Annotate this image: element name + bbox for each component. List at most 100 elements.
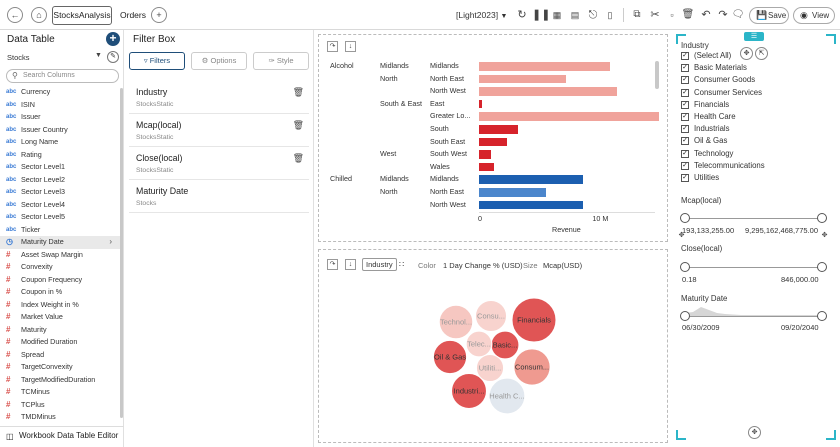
color-field[interactable]: 1 Day Change % (USD) <box>443 261 523 270</box>
maturity-slider-track[interactable] <box>685 316 822 317</box>
bar[interactable] <box>479 87 618 96</box>
industry-option[interactable]: ✓ Utilities <box>681 172 719 184</box>
checkbox-checked-icon[interactable]: ✓ <box>681 125 689 134</box>
column-item[interactable]: abc Ticker <box>0 224 121 237</box>
close-slider-track[interactable] <box>685 267 822 268</box>
close-min-handle[interactable] <box>680 262 690 272</box>
resize-bottom-icon[interactable]: ✥ <box>748 426 761 439</box>
industry-option[interactable]: ✓ Technology <box>681 148 733 160</box>
resize-handle-icon[interactable]: ⇱ <box>755 47 768 60</box>
bar[interactable] <box>479 188 546 197</box>
undo-icon[interactable]: ↶ <box>701 9 711 21</box>
sort-icon[interactable]: ↓ <box>345 259 356 270</box>
column-item[interactable]: # Modified Duration <box>0 336 121 349</box>
column-item[interactable]: # TargetConvexity <box>0 361 121 374</box>
chevron-down-icon[interactable]: ▼ <box>95 52 102 59</box>
column-item[interactable]: ◷ Maturity Date › <box>0 236 121 249</box>
trash-icon[interactable]: 🗑 <box>292 87 304 97</box>
size-field[interactable]: Mcap(USD) <box>543 261 583 270</box>
checkbox-checked-icon[interactable]: ✓ <box>681 76 689 85</box>
checkbox-checked-icon[interactable]: ✓ <box>681 88 689 97</box>
tab-style[interactable]: ✑ Style <box>253 52 309 70</box>
redo-icon[interactable]: ↷ <box>718 9 728 21</box>
paste-icon[interactable]: ▫ <box>670 10 674 20</box>
bubble[interactable] <box>475 353 505 383</box>
data-source-select[interactable]: Stocks <box>7 53 30 62</box>
checkbox-checked-icon[interactable]: ✓ <box>681 113 689 121</box>
bar[interactable] <box>479 175 584 184</box>
checkbox-checked-icon[interactable]: ✓ <box>681 137 689 146</box>
bubble[interactable] <box>451 373 487 409</box>
hierarchy-icon[interactable]: ∷ <box>399 260 405 269</box>
checkbox-checked-icon[interactable]: ✓ <box>681 52 689 60</box>
column-item[interactable]: abc Issuer <box>0 111 121 124</box>
chart-scrollbar[interactable] <box>655 61 659 89</box>
bar[interactable] <box>479 137 507 147</box>
column-item[interactable]: # TCMinus <box>0 386 121 399</box>
filter-item[interactable]: Close(local) StocksStatic 🗑 <box>129 148 309 180</box>
industry-option[interactable]: ✓ Industrials <box>681 123 730 135</box>
industry-option[interactable]: ✓ Consumer Services <box>681 87 762 99</box>
column-item[interactable]: abc Rating <box>0 149 121 162</box>
checkbox-checked-icon[interactable]: ✓ <box>681 161 689 170</box>
industry-option[interactable]: ✓ Oil & Gas <box>681 135 727 147</box>
column-item[interactable]: abc Sector Level3 <box>0 186 121 199</box>
calendar-icon[interactable]: ▤ <box>570 10 580 20</box>
workbook-editor-link[interactable]: ◫ Workbook Data Table Editor <box>0 426 124 447</box>
column-item[interactable]: abc Sector Level5 <box>0 211 121 224</box>
tab-options[interactable]: ⚙ Options <box>191 52 247 70</box>
column-item[interactable]: abc ISIN <box>0 99 121 112</box>
column-item[interactable]: # TargetModifiedDuration <box>0 374 121 387</box>
bar[interactable] <box>479 112 659 121</box>
column-list-scrollbar[interactable] <box>120 88 123 418</box>
comment-icon[interactable]: 🗨 <box>731 9 745 20</box>
edit-source-icon[interactable]: ✎ <box>107 51 119 63</box>
bubble[interactable] <box>513 348 551 386</box>
refresh-icon[interactable]: ↻ <box>517 9 527 21</box>
filter-item[interactable]: Industry StocksStatic 🗑 <box>129 82 309 114</box>
resize-left-icon[interactable]: ✥ <box>678 232 685 239</box>
column-item[interactable]: abc Sector Level4 <box>0 199 121 212</box>
industry-option[interactable]: ✓ Financials <box>681 99 729 111</box>
filter-item[interactable]: Mcap(local) StocksStatic 🗑 <box>129 115 309 147</box>
column-item[interactable]: abc Currency <box>0 86 121 99</box>
industry-option[interactable]: ✓ (Select All) <box>681 50 731 62</box>
filter-item[interactable]: Maturity Date Stocks <box>129 181 309 213</box>
maturity-max-handle[interactable] <box>817 311 827 321</box>
bubble[interactable] <box>488 377 526 415</box>
bookmark-icon[interactable]: ▯ <box>607 10 613 20</box>
column-item[interactable]: # Maturity <box>0 324 121 337</box>
column-item[interactable]: # Coupon in % <box>0 286 121 299</box>
column-item[interactable]: # Convexity <box>0 261 121 274</box>
group-by-select[interactable]: Industry <box>362 258 397 271</box>
column-item[interactable]: abc Issuer Country <box>0 124 121 137</box>
panel-menu-icon[interactable]: ☰ <box>744 32 764 41</box>
tab-orders[interactable]: Orders <box>120 10 146 20</box>
column-item[interactable]: # Coupon Frequency <box>0 274 121 287</box>
industry-option[interactable]: ✓ Consumer Goods <box>681 74 755 86</box>
column-item[interactable]: # Asset Swap Margin <box>0 249 121 262</box>
column-item[interactable]: # TCPlus <box>0 399 121 412</box>
bubble[interactable] <box>432 339 468 375</box>
column-item[interactable]: abc Sector Level2 <box>0 174 121 187</box>
industry-option[interactable]: ✓ Basic Materials <box>681 62 747 74</box>
sort-icon[interactable]: ↓ <box>345 41 356 52</box>
column-item[interactable]: # Index Weight in % <box>0 299 121 312</box>
bubble[interactable] <box>438 304 474 340</box>
add-tab-button[interactable]: + <box>151 7 167 23</box>
move-handle-icon[interactable]: ✥ <box>740 47 753 60</box>
add-column-button[interactable]: + <box>106 32 120 46</box>
industry-option[interactable]: ✓ Health Care <box>681 111 736 123</box>
drill-icon[interactable]: ↷ <box>327 41 338 52</box>
close-max-handle[interactable] <box>817 262 827 272</box>
save-button[interactable]: 💾 Save <box>749 7 789 24</box>
home-icon[interactable]: ⌂ <box>31 7 47 23</box>
bar[interactable] <box>479 200 584 210</box>
mcap-max-handle[interactable] <box>817 213 827 223</box>
checkbox-checked-icon[interactable]: ✓ <box>681 149 689 158</box>
delete-icon[interactable]: 🗑 <box>681 9 695 20</box>
checkbox-checked-icon[interactable]: ✓ <box>681 174 689 182</box>
tab-stocksanalysis[interactable]: StocksAnalysis <box>52 6 112 25</box>
bar[interactable] <box>479 99 483 109</box>
view-button[interactable]: ◉ View <box>793 7 835 24</box>
